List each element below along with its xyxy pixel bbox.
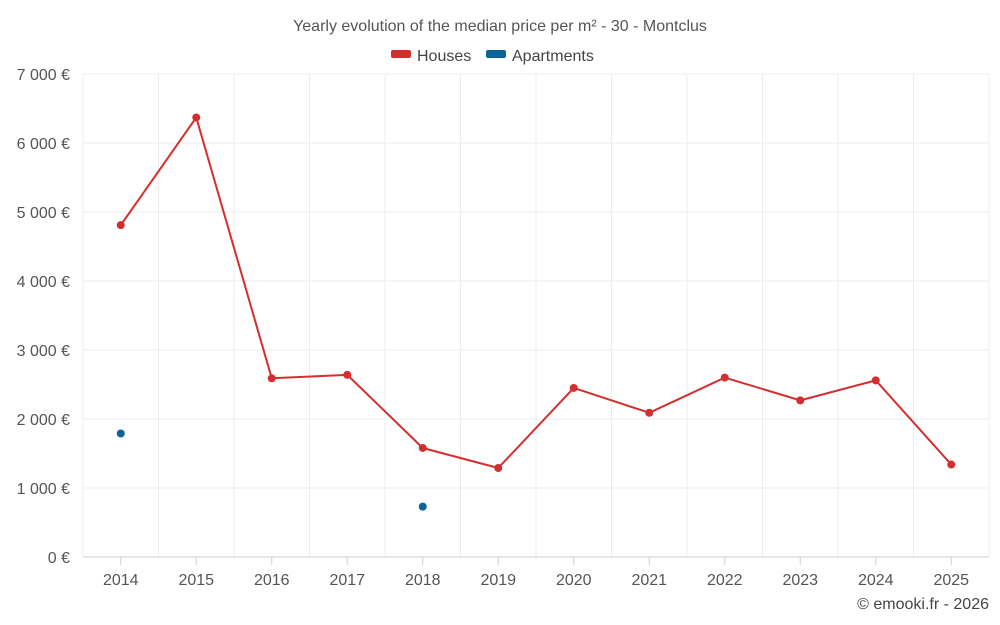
x-tick-label: 2018: [405, 572, 441, 589]
data-point-houses[interactable]: [871, 376, 880, 385]
series-apartments: [116, 429, 427, 511]
data-point-houses[interactable]: [494, 463, 503, 472]
data-point-houses[interactable]: [267, 374, 276, 383]
data-point-houses[interactable]: [947, 460, 956, 469]
data-point-houses[interactable]: [720, 373, 729, 382]
data-point-houses[interactable]: [569, 383, 578, 392]
y-tick-label: 6 000 €: [17, 136, 70, 153]
x-tick-label: 2014: [103, 572, 139, 589]
data-point-houses[interactable]: [192, 113, 201, 122]
chart-title: Yearly evolution of the median price per…: [293, 18, 707, 35]
x-tick-label: 2017: [329, 572, 365, 589]
credit-text: © emooki.fr - 2026: [857, 596, 989, 613]
legend-swatch-houses: [391, 50, 411, 58]
data-point-houses[interactable]: [645, 408, 654, 417]
x-tick-label: 2023: [782, 572, 818, 589]
legend: Houses Apartments: [391, 48, 594, 65]
legend-label-houses[interactable]: Houses: [417, 48, 471, 65]
x-tick-label: 2022: [707, 572, 743, 589]
data-point-houses[interactable]: [418, 443, 427, 452]
x-tick-label: 2020: [556, 572, 592, 589]
legend-swatch-apartments: [486, 50, 506, 58]
x-tick-label: 2016: [254, 572, 290, 589]
x-tick-label: 2021: [631, 572, 667, 589]
data-point-houses[interactable]: [343, 370, 352, 379]
x-tick-label: 2019: [480, 572, 516, 589]
x-tick-label: 2025: [933, 572, 969, 589]
y-tick-label: 5 000 €: [17, 205, 70, 222]
grid: [82, 73, 990, 557]
y-tick-label: 7 000 €: [17, 67, 70, 84]
data-point-apartments[interactable]: [116, 429, 125, 438]
y-tick-label: 3 000 €: [17, 343, 70, 360]
data-point-houses[interactable]: [116, 221, 125, 230]
y-tick-label: 1 000 €: [17, 481, 70, 498]
series-line-houses: [119, 116, 952, 469]
data-point-apartments[interactable]: [418, 502, 427, 511]
data-point-houses[interactable]: [796, 396, 805, 405]
series-houses: [116, 113, 956, 472]
y-tick-label: 0 €: [48, 550, 70, 567]
y-tick-label: 2 000 €: [17, 412, 70, 429]
legend-label-apartments[interactable]: Apartments: [512, 48, 594, 65]
series: [116, 113, 956, 511]
axes: 0 € 1 000 € 2 000 € 3 000 € 4 000 € 5 000 € 6 …: [17, 67, 989, 589]
x-tick-label: 2024: [858, 572, 894, 589]
x-tick-label: 2015: [178, 572, 214, 589]
y-tick-label: 4 000 €: [17, 274, 70, 291]
